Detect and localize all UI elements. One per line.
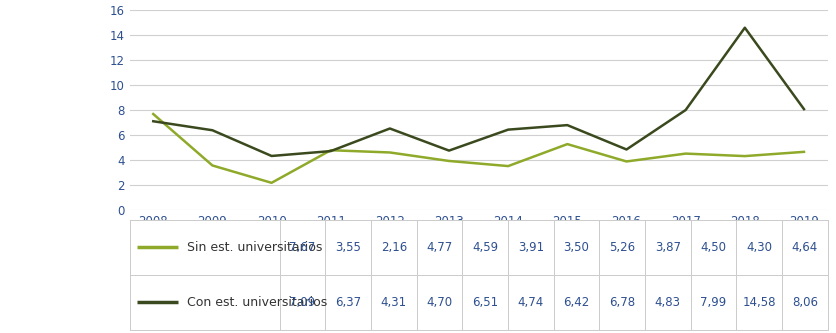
Bar bbox=[599, 220, 645, 275]
Text: 3,91: 3,91 bbox=[517, 241, 544, 254]
Bar bbox=[691, 220, 737, 275]
Bar bbox=[416, 275, 462, 330]
Bar bbox=[645, 220, 691, 275]
Text: Sin est. universitarios: Sin est. universitarios bbox=[186, 241, 322, 254]
Bar bbox=[645, 275, 691, 330]
Text: 2,16: 2,16 bbox=[380, 241, 407, 254]
Text: 6,78: 6,78 bbox=[609, 296, 635, 309]
Text: 3,87: 3,87 bbox=[655, 241, 681, 254]
Text: 4,50: 4,50 bbox=[701, 241, 726, 254]
Bar bbox=[130, 220, 280, 275]
Text: 4,74: 4,74 bbox=[517, 296, 544, 309]
Text: 4,64: 4,64 bbox=[792, 241, 818, 254]
Bar bbox=[737, 275, 782, 330]
Bar bbox=[553, 220, 599, 275]
Bar bbox=[508, 220, 553, 275]
Bar bbox=[782, 275, 828, 330]
Text: 7,67: 7,67 bbox=[289, 241, 316, 254]
Bar bbox=[553, 275, 599, 330]
Text: 4,31: 4,31 bbox=[380, 296, 407, 309]
Text: Con est. universitarios: Con est. universitarios bbox=[186, 296, 327, 309]
Bar bbox=[280, 220, 325, 275]
Bar bbox=[280, 275, 325, 330]
Bar bbox=[371, 275, 416, 330]
Text: 3,50: 3,50 bbox=[563, 241, 589, 254]
Text: 8,06: 8,06 bbox=[792, 296, 818, 309]
Text: 4,77: 4,77 bbox=[426, 241, 452, 254]
Bar bbox=[130, 275, 280, 330]
Text: 6,51: 6,51 bbox=[472, 296, 498, 309]
Bar bbox=[416, 220, 462, 275]
Bar bbox=[599, 275, 645, 330]
Bar bbox=[737, 220, 782, 275]
Bar bbox=[462, 275, 508, 330]
Text: 4,30: 4,30 bbox=[747, 241, 772, 254]
Text: 14,58: 14,58 bbox=[742, 296, 776, 309]
Bar bbox=[691, 275, 737, 330]
Text: 4,70: 4,70 bbox=[426, 296, 452, 309]
Text: 4,59: 4,59 bbox=[472, 241, 498, 254]
Bar bbox=[508, 275, 553, 330]
Text: 6,37: 6,37 bbox=[335, 296, 361, 309]
Text: 4,83: 4,83 bbox=[655, 296, 681, 309]
Text: 7,99: 7,99 bbox=[701, 296, 726, 309]
Text: 3,55: 3,55 bbox=[335, 241, 361, 254]
Bar bbox=[325, 220, 371, 275]
Text: 6,42: 6,42 bbox=[563, 296, 589, 309]
Text: 7,09: 7,09 bbox=[289, 296, 315, 309]
Bar bbox=[325, 275, 371, 330]
Text: 5,26: 5,26 bbox=[609, 241, 635, 254]
Bar bbox=[462, 220, 508, 275]
Bar bbox=[371, 220, 416, 275]
Bar bbox=[782, 220, 828, 275]
